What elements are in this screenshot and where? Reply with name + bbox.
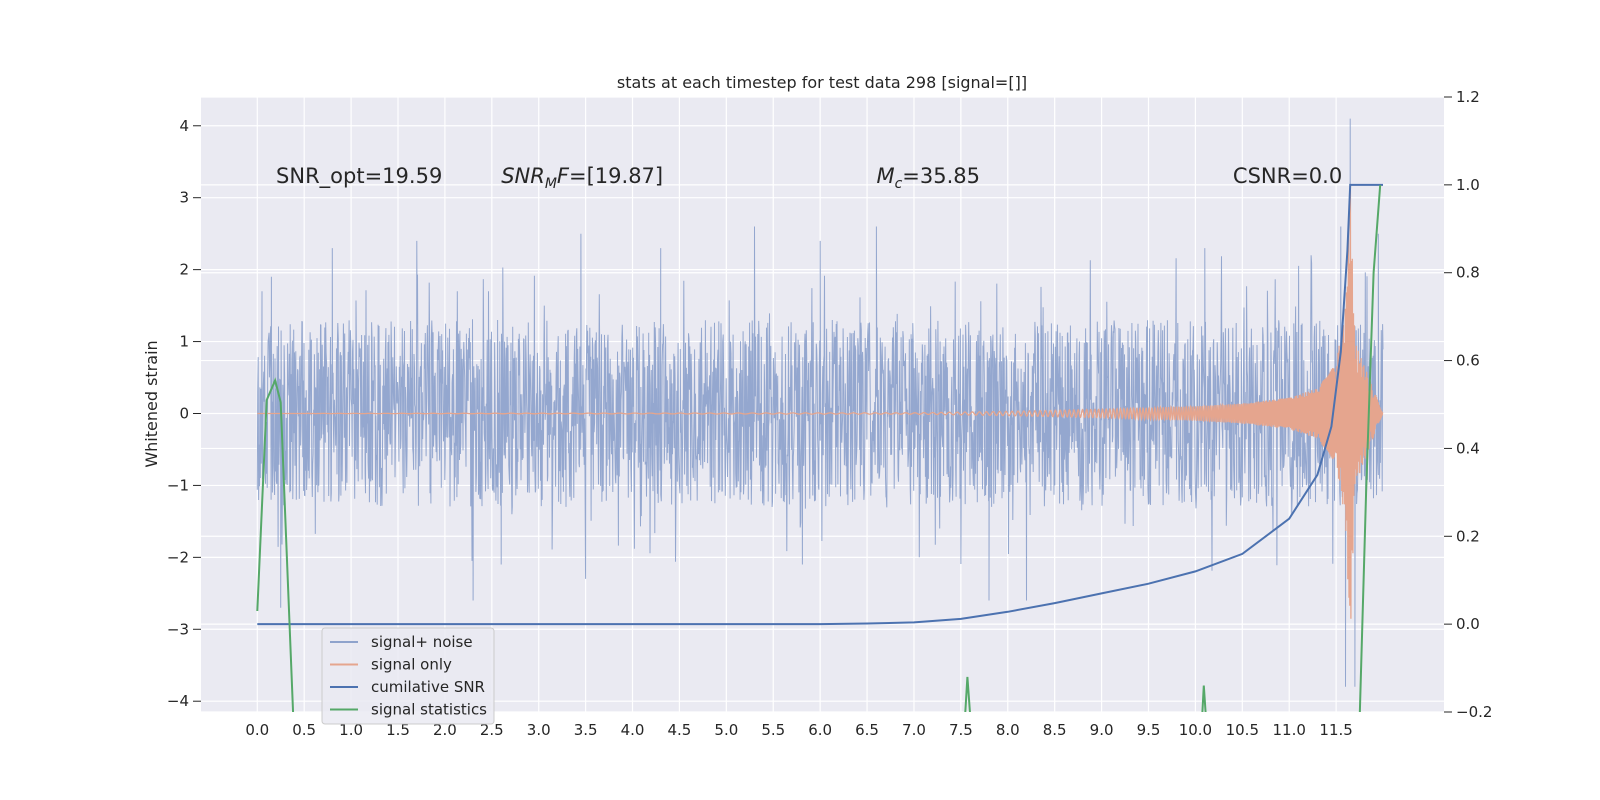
- x-tick-label: 11.0: [1273, 721, 1306, 739]
- series-layer: [256, 118, 1384, 712]
- x-tick-label: 8.0: [996, 721, 1020, 739]
- x-tick-label: 9.5: [1137, 721, 1161, 739]
- legend: signal+ noise signal only cumilative SNR si…: [321, 627, 495, 725]
- y-tick-label: 4: [179, 117, 189, 135]
- y2-tick-label: 0.0: [1456, 615, 1480, 633]
- x-tick-label: 9.0: [1090, 721, 1114, 739]
- annotations: SNR_opt=19.59 SNRMF=[19.87] Mc=35.85 CSNR=0…: [276, 164, 1342, 192]
- y-tick-label: −3: [167, 620, 189, 638]
- legend-box: [321, 627, 495, 725]
- x-tick-label: 1.0: [339, 721, 363, 739]
- annotation-snr-opt: SNR_opt=19.59: [276, 164, 442, 189]
- x-tick-label: 6.0: [808, 721, 832, 739]
- y-tick-label: 1: [179, 333, 189, 351]
- x-tick-label: 3.5: [574, 721, 598, 739]
- x-tick-label: 7.5: [949, 721, 973, 739]
- x-tick-label: 0.5: [292, 721, 316, 739]
- annotation-snr-mf: SNRMF=[19.87]: [501, 164, 663, 192]
- chart-title: stats at each timestep for test data 298…: [617, 73, 1027, 92]
- y2-tick-label: 0.4: [1456, 439, 1480, 457]
- series-cumulative-snr: [257, 183, 1383, 626]
- y2-tick-label: 0.8: [1456, 264, 1480, 282]
- x-tick-label: 8.5: [1043, 721, 1067, 739]
- y-tick-label: 0: [179, 404, 189, 422]
- x-tick-label: 2.5: [480, 721, 504, 739]
- axes: 0.0 0.5 1.0 1.5 2.0 2.5 3.0 3.5 4.0 4.5 5.0 5.5 6.0 6…: [167, 88, 1493, 739]
- y-tick-label: −4: [167, 692, 189, 710]
- legend-label: cumilative SNR: [371, 678, 485, 696]
- legend-label: signal only: [371, 656, 452, 674]
- y-tick-label: 2: [179, 261, 189, 279]
- x-tick-label: 4.5: [668, 721, 692, 739]
- x-tick-label: 11.5: [1319, 721, 1352, 739]
- y-tick-label: −2: [167, 548, 189, 566]
- y-tick-label: 3: [179, 189, 189, 207]
- x-tick-label: 7.0: [902, 721, 926, 739]
- series-signal-statistics: [256, 184, 1382, 712]
- x-tick-label: 0.0: [245, 721, 269, 739]
- x-tick-label: 3.0: [527, 721, 551, 739]
- y2-tick-label: 1.0: [1456, 176, 1480, 194]
- y-tick-label: −1: [167, 476, 189, 494]
- x-tick-label: 5.0: [714, 721, 738, 739]
- y-axis-label: Whitened strain: [142, 340, 161, 467]
- y2-tick-label: 0.6: [1456, 352, 1480, 370]
- x-tick-label: 6.5: [855, 721, 879, 739]
- annotation-mc: Mc=35.85: [876, 164, 980, 192]
- gridlines: [201, 96, 1444, 713]
- x-tick-label: 4.0: [621, 721, 645, 739]
- x-tick-label: 10.0: [1179, 721, 1212, 739]
- x-tick-label: 2.0: [433, 721, 457, 739]
- x-tick-label: 5.5: [761, 721, 785, 739]
- x-tick-label: 10.5: [1226, 721, 1259, 739]
- series-signal-only: [257, 185, 1384, 619]
- y2-tick-label: 1.2: [1456, 88, 1480, 106]
- y2-tick-label: 0.2: [1456, 527, 1480, 545]
- legend-label: signal+ noise: [371, 633, 473, 651]
- annotation-csnr: CSNR=0.0: [1233, 164, 1342, 188]
- series-signal-noise: [256, 118, 1384, 687]
- x-tick-label: 1.5: [386, 721, 410, 739]
- legend-label: signal statistics: [371, 701, 487, 719]
- y2-tick-label: −0.2: [1456, 703, 1492, 721]
